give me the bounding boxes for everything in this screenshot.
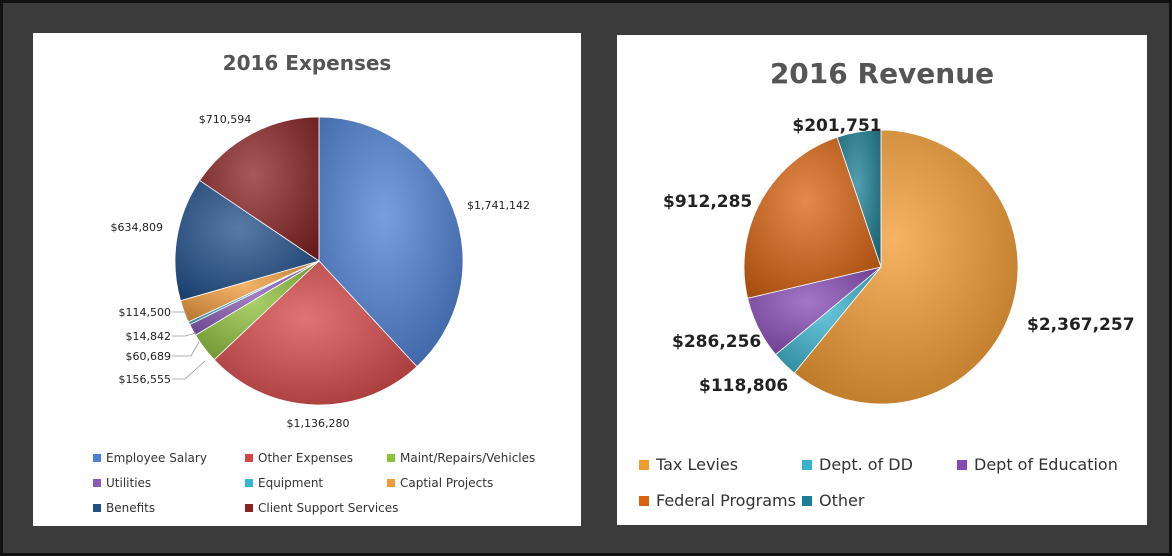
leader-line-maint-repairs-vehicles: [172, 360, 206, 380]
data-label-federal-programs: $912,285: [663, 192, 752, 212]
data-label-other-expenses: $1,136,280: [287, 417, 350, 430]
legend-item-dept-of-education: Dept of Education: [957, 455, 1118, 474]
legend-item-federal-programs: Federal Programs: [639, 491, 796, 510]
expenses-pie-chart: 2016 Expenses $1,741,142 $1,136,280 $156,5…: [111, 51, 530, 430]
legend-label: Maint/Repairs/Vehicles: [400, 451, 536, 465]
data-label-utilities: $60,689: [126, 350, 172, 363]
legend-swatch: [802, 459, 812, 470]
pie-slice-federal-programs: [743, 136, 882, 299]
expenses-chart-title: 2016 Expenses: [223, 51, 392, 75]
legend-label: Federal Programs: [656, 491, 796, 510]
legend-label: Client Support Services: [258, 501, 399, 515]
legend-label: Other: [819, 491, 865, 510]
data-label-benefits: $634,809: [111, 221, 164, 234]
legend-item-employee-salary: Employee Salary: [93, 451, 207, 465]
legend-swatch: [957, 459, 967, 470]
legend-label: Tax Levies: [656, 455, 739, 474]
legend-item-utilities: Utilities: [93, 476, 151, 490]
legend-label: Equipment: [258, 476, 324, 490]
legend-item-captial-projects: Captial Projects: [387, 476, 493, 490]
legend-swatch: [387, 454, 395, 462]
legend-label: Other Expenses: [258, 451, 354, 465]
legend-swatch: [639, 495, 649, 506]
revenue-chart-panel: 2016 Revenue $2,367,257 $118,806 $286,256 $…: [617, 35, 1147, 525]
legend-swatch: [387, 479, 395, 487]
legend-item-client-support-services: Client Support Services: [245, 501, 398, 515]
leader-line-utilities: [172, 341, 200, 357]
legend-swatch: [245, 454, 253, 462]
legend-swatch: [639, 459, 649, 470]
data-label-dept-of-dd: $118,806: [699, 376, 788, 396]
legend-label: Employee Salary: [106, 451, 207, 465]
legend-label: Captial Projects: [400, 476, 494, 490]
legend-swatch: [93, 479, 101, 487]
data-label-captial-projects: $114,500: [119, 306, 172, 319]
data-label-dept-of-education: $286,256: [672, 332, 761, 352]
data-label-tax-levies: $2,367,257: [1027, 315, 1135, 335]
legend-item-dept-of-dd: Dept. of DD: [802, 455, 913, 474]
legend-item-maint-repairs-vehicles: Maint/Repairs/Vehicles: [387, 451, 535, 465]
legend-swatch: [245, 479, 253, 487]
revenue-pie-chart: 2016 Revenue $2,367,257 $118,806 $286,256 $…: [663, 57, 1135, 405]
legend-item-benefits: Benefits: [93, 501, 155, 515]
pie-slice-tax-levies: [793, 129, 1019, 405]
data-label-employee-salary: $1,741,142: [467, 199, 530, 212]
pie-slice-other: [836, 129, 882, 268]
revenue-chart-title: 2016 Revenue: [770, 57, 994, 90]
legend-item-other-expenses: Other Expenses: [245, 451, 353, 465]
legend-swatch: [93, 454, 101, 462]
legend-item-equipment: Equipment: [245, 476, 323, 490]
pie-slice-benefits: [174, 179, 320, 302]
pie-slice-employee-salary: [318, 116, 464, 368]
pie-slice-client-support-services: [199, 116, 320, 262]
legend-item-other: Other: [802, 491, 864, 510]
data-label-maint-repairs-vehicles: $156,555: [119, 373, 172, 386]
expenses-chart-panel: 2016 Expenses $1,741,142 $1,136,280 $156,5…: [33, 33, 581, 526]
leader-line-equipment: [172, 332, 197, 337]
data-label-other: $201,751: [792, 116, 881, 136]
legend-swatch: [93, 504, 101, 512]
legend-swatch: [245, 504, 253, 512]
legend-label: Utilities: [106, 476, 152, 490]
legend-swatch: [802, 495, 812, 506]
leader-line-captial-projects: [172, 311, 189, 321]
data-label-client-support-services: $710,594: [199, 113, 252, 126]
legend-item-tax-levies: Tax Levies: [639, 455, 738, 474]
pie-slice-other-expenses: [213, 260, 418, 406]
data-label-equipment: $14,842: [126, 330, 172, 343]
legend-label: Benefits: [106, 501, 156, 515]
legend-label: Dept. of DD: [819, 455, 913, 474]
legend-label: Dept of Education: [974, 455, 1118, 474]
